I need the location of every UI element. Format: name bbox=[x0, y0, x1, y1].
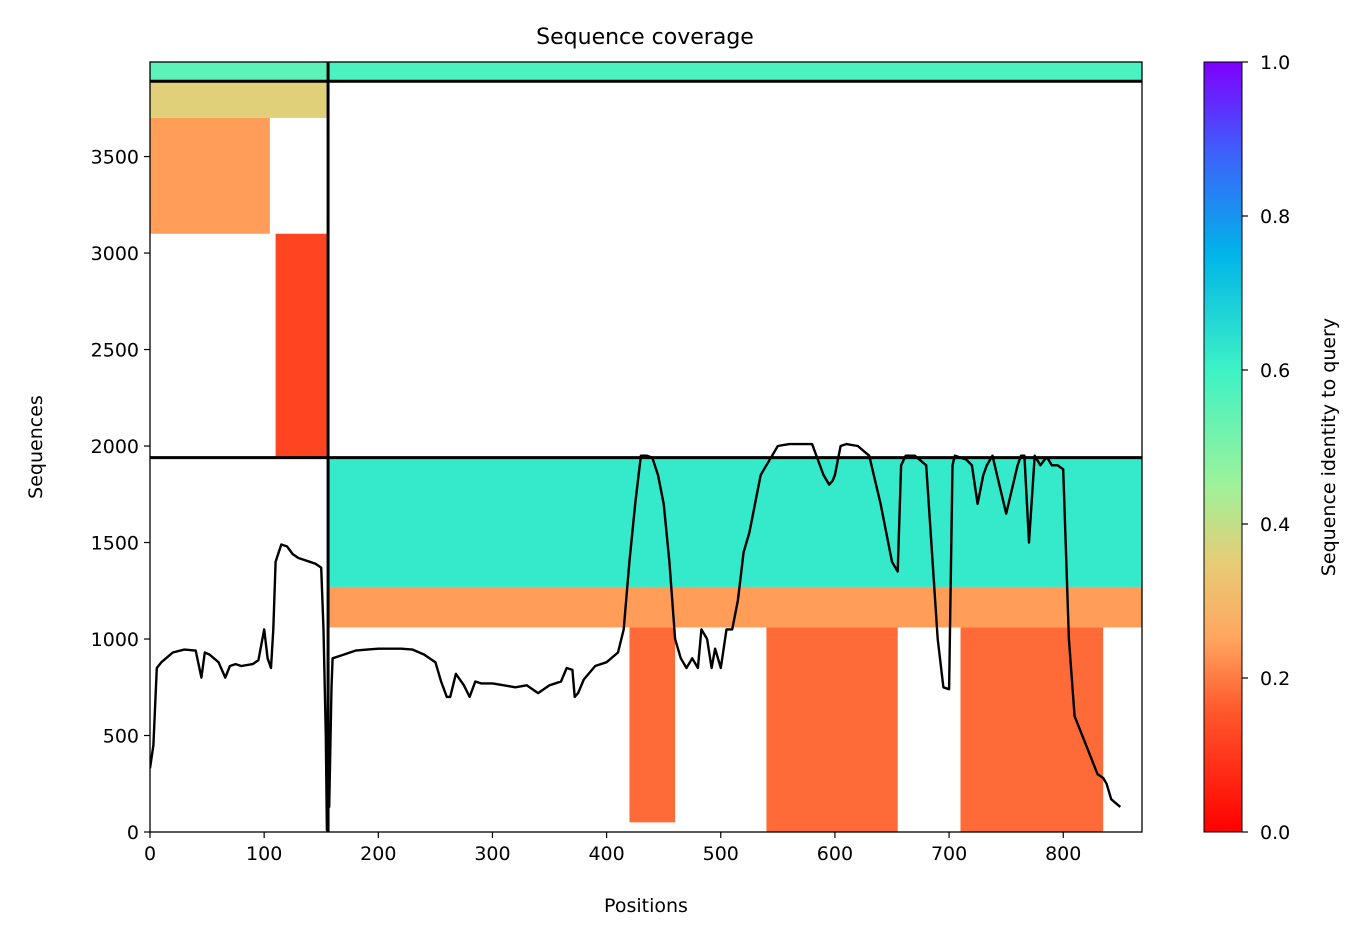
x-axis-ticks: 0 100 200 300 400 500 600 700 800 bbox=[144, 832, 1081, 865]
coverage-region bbox=[150, 62, 327, 82]
colorbar-label: Sequence identity to query bbox=[1318, 318, 1340, 576]
y-tick-label: 3000 bbox=[91, 243, 139, 265]
chart-title: Sequence coverage bbox=[536, 25, 754, 50]
x-tick-label: 800 bbox=[1045, 843, 1081, 865]
coverage-region bbox=[328, 457, 1142, 587]
colorbar bbox=[1203, 61, 1243, 833]
coverage-region bbox=[328, 62, 1142, 82]
coverage-region bbox=[150, 117, 270, 234]
x-tick-label: 100 bbox=[246, 843, 282, 865]
x-tick-label: 400 bbox=[588, 843, 624, 865]
y-axis-label: Sequences bbox=[25, 395, 47, 499]
coverage-region bbox=[275, 233, 327, 458]
coverage-region bbox=[629, 627, 676, 823]
x-tick-label: 200 bbox=[360, 843, 396, 865]
coverage-line-layer bbox=[150, 442, 1122, 832]
x-tick-label: 300 bbox=[474, 843, 510, 865]
coverage-region bbox=[150, 81, 327, 118]
y-tick-label: 2500 bbox=[91, 340, 139, 362]
y-tick-label: 1500 bbox=[91, 533, 139, 555]
colorbar-tick-label: 0.0 bbox=[1260, 822, 1290, 844]
y-tick-label: 500 bbox=[103, 726, 139, 748]
coverage-region bbox=[766, 627, 898, 832]
plot-frame bbox=[149, 61, 1143, 833]
colorbar-tick-label: 1.0 bbox=[1260, 52, 1290, 74]
x-tick-label: 700 bbox=[931, 843, 967, 865]
coverage-regions bbox=[150, 62, 1142, 832]
colorbar-tick-label: 0.2 bbox=[1260, 668, 1290, 690]
coverage-region bbox=[328, 586, 1142, 628]
coverage-line bbox=[150, 442, 1122, 832]
y-tick-label: 1000 bbox=[91, 629, 139, 651]
colorbar-tick-label: 0.6 bbox=[1260, 360, 1290, 382]
y-tick-label: 3500 bbox=[91, 147, 139, 169]
colorbar-tick-label: 0.4 bbox=[1260, 514, 1290, 536]
x-tick-label: 500 bbox=[703, 843, 739, 865]
colorbar-tick-label: 0.8 bbox=[1260, 206, 1290, 228]
x-axis-label: Positions bbox=[604, 895, 688, 917]
x-tick-label: 0 bbox=[144, 843, 156, 865]
y-axis-ticks: 0 500 1000 1500 2000 2500 3000 3500 bbox=[91, 147, 150, 844]
coverage-region bbox=[960, 627, 1104, 832]
colorbar-ticks: 0.0 0.2 0.4 0.6 0.8 1.0 bbox=[1242, 52, 1290, 844]
x-tick-label: 600 bbox=[817, 843, 853, 865]
y-tick-label: 0 bbox=[127, 822, 139, 844]
y-tick-label: 2000 bbox=[91, 436, 139, 458]
